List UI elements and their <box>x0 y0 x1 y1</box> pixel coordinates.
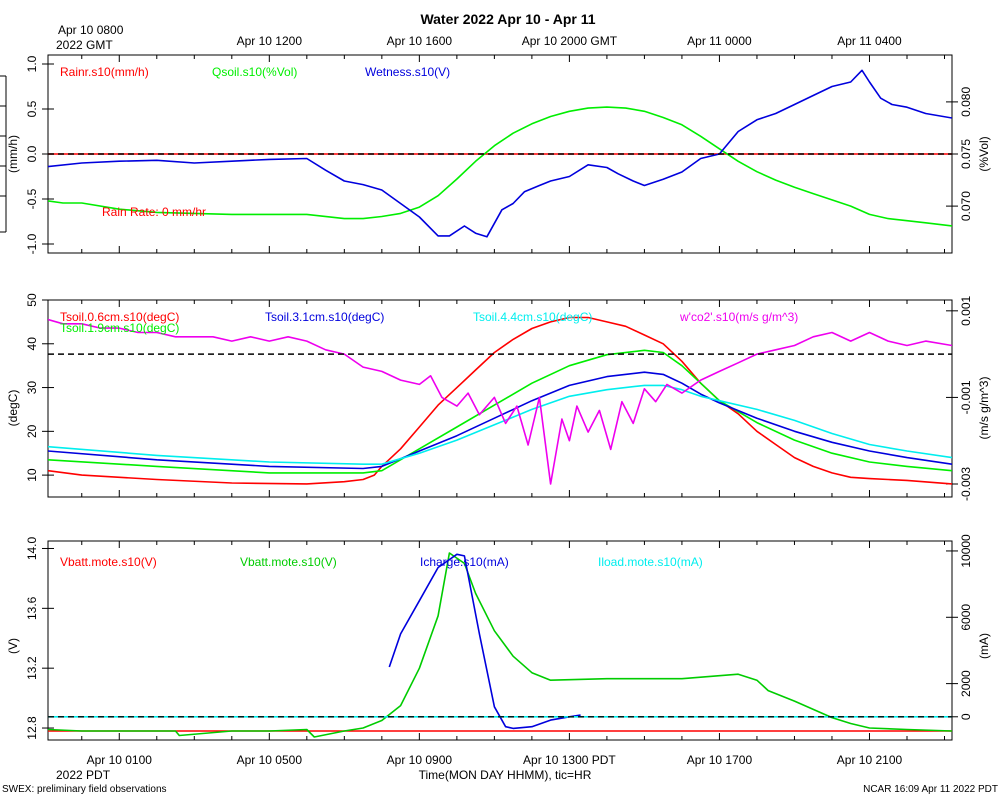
series-line-tsoil-3-1cm-s10-degc- <box>48 371 952 470</box>
y-tick-label-left: 40 <box>25 337 39 351</box>
bottom-axis-label: Apr 10 0100 <box>87 753 153 767</box>
legend-label: w'co2'.s10(m/s g/m^3) <box>679 310 798 324</box>
y-tick-label-left: 0.5 <box>25 100 39 117</box>
bottom-axis-label: Apr 10 0500 <box>237 753 303 767</box>
left-edge-marks <box>0 75 7 233</box>
plot-frame <box>47 540 953 741</box>
power-panel: 12.8 13.2 13.6 14.0 0 2000 6000 10000 (V) (mA) Vba… <box>6 534 991 741</box>
y-axis-title-left: (mm/h) <box>6 135 20 173</box>
top-axis-first-label-line1: Apr 10 0800 <box>58 23 124 37</box>
y-tick-label-left: 20 <box>25 424 39 438</box>
y-tick-label-left: 13.2 <box>25 656 39 680</box>
legend-label: Vbatt.mote.s10(V) <box>60 555 157 569</box>
legend-label: Tsoil.0.6cm.s10(degC) <box>60 310 179 324</box>
legend-label: Qsoil.s10(%Vol) <box>212 65 297 79</box>
top-axis-label: Apr 10 2000 GMT <box>522 34 618 48</box>
y-tick-label-left: 14.0 <box>25 536 39 560</box>
series-line-tsoil-0-6cm-s10-degc- <box>48 316 952 485</box>
legend-label: Icharge.s10(mA) <box>420 555 509 569</box>
y-tick-label-left: -0.5 <box>25 188 39 209</box>
y-tick-label-left: 30 <box>25 381 39 395</box>
y-tick-label-left: 50 <box>25 293 39 307</box>
top-axis-label: Apr 11 0400 <box>837 34 902 48</box>
y-tick-label-left: 12.8 <box>25 716 39 740</box>
series-line-vbatt-mote-s10-v- <box>48 552 952 738</box>
legend-label: Tsoil.1.9cm.s10(degC) <box>60 321 179 335</box>
legend-label: Tsoil.3.1cm.s10(degC) <box>265 310 384 324</box>
y-tick-label-right: 6000 <box>959 604 973 631</box>
legend-label: Rainr.s10(mm/h) <box>60 65 149 79</box>
footer-left-note: SWEX: preliminary field observations <box>2 784 167 795</box>
bottom-axis-label: Apr 10 2100 <box>837 753 903 767</box>
footer-right-note: NCAR 16:09 Apr 11 2022 PDT <box>863 784 998 795</box>
bottom-axis-year-label: 2022 PDT <box>56 768 111 782</box>
y-tick-label-left: 0.0 <box>25 145 39 162</box>
top-axis-label: Apr 11 0000 <box>687 34 752 48</box>
series-line-wetness-s10-v- <box>48 69 952 238</box>
legend-label: Tsoil.4.4cm.s10(degC) <box>473 310 592 324</box>
y-axis-title-left: (V) <box>6 638 20 654</box>
y-tick-label-right: 10000 <box>959 534 973 568</box>
top-axis-first-label-line2: 2022 GMT <box>56 38 113 52</box>
bottom-axis-label: Apr 10 0900 <box>387 753 453 767</box>
series-line-icharge-s10-ma- <box>388 553 581 730</box>
rain-rate-annotation: Rain Rate: 0 mm/hr <box>102 205 206 219</box>
y-tick-label-left: 10 <box>25 468 39 482</box>
y-tick-label-right: -0.001 <box>959 380 973 414</box>
y-axis-title-right: (%Vol) <box>977 136 991 171</box>
water-panel: -1.0 -0.5 0.0 0.5 1.0 0.070 0.075 0.080 (mm/h) (%… <box>6 54 991 254</box>
y-tick-label-right: 2000 <box>959 670 973 697</box>
y-tick-label-right: 0.001 <box>959 295 973 325</box>
top-axis-label: Apr 10 1600 <box>387 34 453 48</box>
series-line-tsoil-4-4cm-s10-degc- <box>48 384 952 466</box>
top-time-axis: Apr 10 0800 2022 GMT Apr 10 1200 Apr 10 … <box>56 23 902 52</box>
legend-label: Wetness.s10(V) <box>365 65 450 79</box>
chart-title: Water 2022 Apr 10 - Apr 11 <box>420 11 595 27</box>
bottom-time-axis: Apr 10 0100 Apr 10 0500 Apr 10 0900 Apr … <box>56 753 902 782</box>
y-axis-title-right: (m/s g/m^3) <box>977 377 991 440</box>
top-axis-label: Apr 10 1200 <box>237 34 303 48</box>
series-line-qsoil-s10-vol- <box>48 106 952 227</box>
y-tick-label-right: -0.003 <box>959 467 973 501</box>
bottom-axis-label: Apr 10 1300 PDT <box>523 753 616 767</box>
y-tick-label-right: 0.080 <box>959 87 973 117</box>
y-tick-label-left: 13.6 <box>25 596 39 620</box>
y-axis-title-left: (degC) <box>6 390 20 427</box>
y-axis-title-right: (mA) <box>977 633 991 659</box>
bottom-axis-label: Apr 10 1700 <box>687 753 753 767</box>
y-tick-label-right: 0.075 <box>959 139 973 169</box>
y-tick-label-right: 0.070 <box>959 191 973 221</box>
x-axis-title: Time(MON DAY HHMM), tic=HR <box>419 768 592 782</box>
legend-label: Iload.mote.s10(mA) <box>598 555 703 569</box>
y-tick-label-left: 1.0 <box>25 55 39 72</box>
series-line-w-co2-s10-m-s-g-m-3- <box>48 318 952 485</box>
y-tick-label-right: 0 <box>959 713 973 720</box>
legend-label: Vbatt.mote.s10(V) <box>240 555 337 569</box>
plot-frame <box>47 299 953 498</box>
y-tick-label-left: -1.0 <box>25 233 39 254</box>
series-line-tsoil-1-9cm-s10-degc- <box>48 349 952 474</box>
soil-temperature-panel: 10 20 30 40 50 0.001 -0.001 -0.003 (degC) (m/s g/… <box>6 293 991 501</box>
